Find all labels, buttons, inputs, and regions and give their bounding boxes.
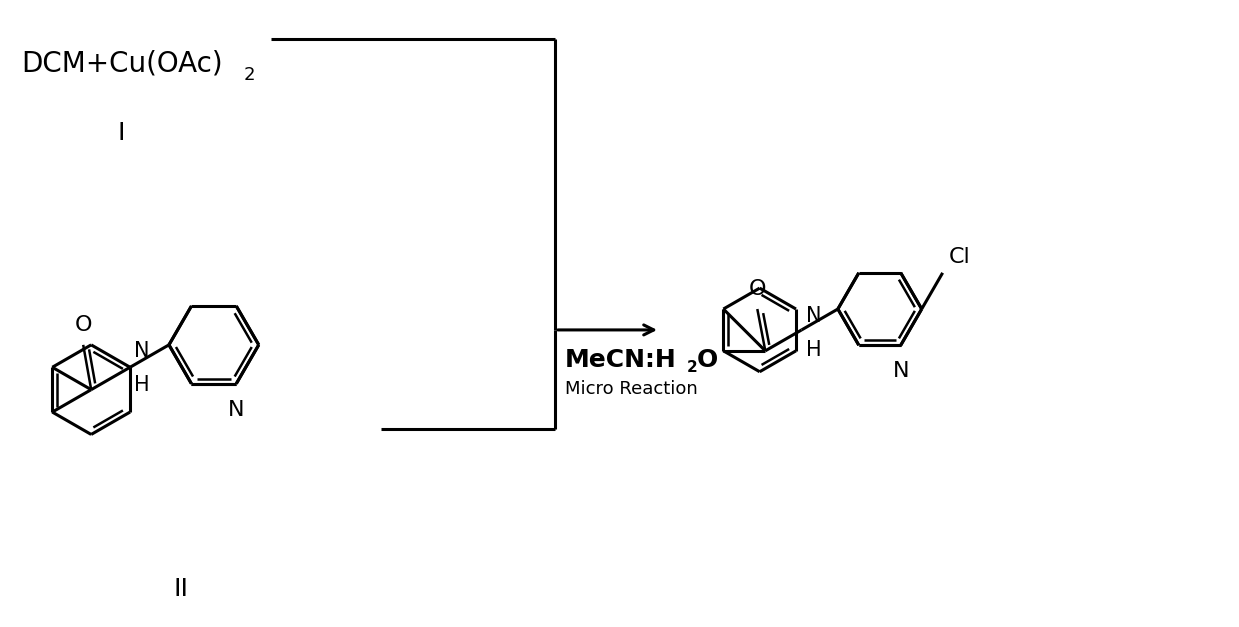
Text: H: H xyxy=(134,375,150,395)
Text: N: N xyxy=(805,306,821,326)
Text: N: N xyxy=(134,341,150,361)
Text: N: N xyxy=(228,399,244,419)
Text: O: O xyxy=(74,315,92,335)
Text: MeCN:H: MeCN:H xyxy=(565,348,676,372)
Text: II: II xyxy=(173,577,188,601)
Text: I: I xyxy=(118,121,125,145)
Text: N: N xyxy=(892,361,909,381)
Text: Cl: Cl xyxy=(949,247,970,267)
Text: O: O xyxy=(748,279,766,299)
Text: 2: 2 xyxy=(686,360,698,375)
Text: DCM+Cu(OAc): DCM+Cu(OAc) xyxy=(21,49,223,77)
Text: H: H xyxy=(805,340,821,360)
Text: O: O xyxy=(696,348,719,372)
Text: Micro Reaction: Micro Reaction xyxy=(565,380,698,398)
Text: 2: 2 xyxy=(244,66,255,84)
